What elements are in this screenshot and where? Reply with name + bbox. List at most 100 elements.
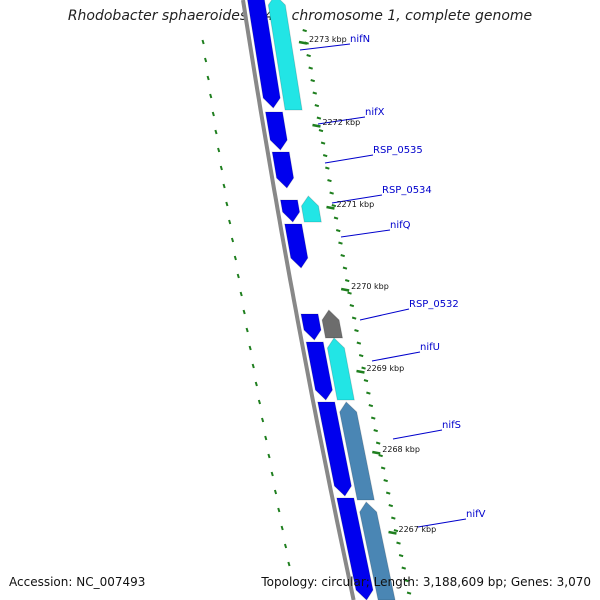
gene-arrow[interactable] <box>264 111 288 151</box>
minor-tick <box>340 254 345 258</box>
gene-labels: nifN nifX RSP_0535 RSP_0534 nifQ RSP_0532 nifU… <box>299 34 486 528</box>
gene-arrow[interactable] <box>359 501 396 600</box>
minor-tick <box>316 116 322 120</box>
gene-arrow[interactable] <box>300 313 322 341</box>
gene-label[interactable]: RSP_0535 <box>373 145 423 156</box>
minor-tick <box>406 591 412 595</box>
minor-tick <box>347 291 352 295</box>
major-tick <box>372 450 381 455</box>
minor-tick <box>306 54 311 58</box>
gene-arrow[interactable] <box>305 341 333 401</box>
gene-arrow[interactable] <box>317 401 352 497</box>
minor-tick <box>388 504 394 508</box>
minor-tick <box>344 279 350 283</box>
minor-tick <box>335 229 341 233</box>
minor-tick <box>310 79 316 83</box>
guide-dot <box>251 363 255 369</box>
guide-dot <box>201 39 205 45</box>
gene-label[interactable]: nifS <box>442 420 461 431</box>
gene-arrow[interactable] <box>339 401 375 501</box>
guide-dot <box>225 201 229 207</box>
minor-tick <box>366 391 371 395</box>
gene-arrow[interactable] <box>336 497 374 600</box>
minor-tick <box>401 566 407 570</box>
guide-dot <box>242 309 246 315</box>
minor-tick <box>375 441 381 445</box>
guide-dot <box>230 237 235 243</box>
gene-arrow[interactable] <box>300 195 322 223</box>
minor-tick <box>370 416 376 420</box>
gene-arrow[interactable] <box>271 151 295 189</box>
gene-arrow[interactable] <box>284 223 309 269</box>
minor-tick <box>318 129 324 133</box>
gene-leader-line <box>299 43 351 51</box>
minor-tick <box>380 466 386 470</box>
major-tick <box>356 369 365 374</box>
gene-label[interactable]: RSP_0534 <box>382 185 432 196</box>
minor-tick <box>358 354 364 358</box>
guide-dot <box>248 345 252 351</box>
gene-arrow[interactable] <box>267 0 303 111</box>
tick-label: 2267 kbp <box>399 525 437 534</box>
guide-dot <box>254 381 258 387</box>
minor-tick <box>383 479 388 483</box>
minor-tick <box>361 366 366 370</box>
minor-tick <box>385 491 391 495</box>
guide-dot <box>264 435 268 441</box>
guide-dot <box>236 273 240 279</box>
guide-dot <box>267 453 271 459</box>
major-tick <box>388 530 397 535</box>
guide-dot <box>204 57 208 63</box>
gene-arrow[interactable] <box>321 309 344 339</box>
guide-dot <box>222 183 226 189</box>
guide-dot <box>277 507 281 513</box>
minor-tick <box>322 154 328 158</box>
minor-tick <box>398 554 404 558</box>
minor-tick <box>368 404 374 408</box>
guide-dot <box>239 291 243 297</box>
major-tick <box>326 205 335 210</box>
minor-tick <box>329 191 334 195</box>
gene-label[interactable]: RSP_0532 <box>409 299 459 310</box>
gene-label[interactable]: nifN <box>350 34 370 45</box>
guide-dot <box>261 417 265 423</box>
map-title: Rhodobacter sphaeroides 2.4.1 chromosome… <box>67 8 533 24</box>
guide-dot <box>217 147 221 153</box>
guide-dot <box>228 219 232 225</box>
minor-tick <box>338 241 343 245</box>
minor-tick <box>356 341 362 345</box>
gene-arrow[interactable] <box>326 337 355 401</box>
tick-label: 2272 kbp <box>322 118 360 127</box>
guide-dot <box>206 75 210 81</box>
gene-label[interactable]: nifQ <box>390 220 411 231</box>
tick-label: 2271 kbp <box>336 200 374 209</box>
gene-label[interactable]: nifV <box>466 509 486 520</box>
major-tick <box>312 123 321 128</box>
gene-label[interactable]: nifX <box>365 107 385 118</box>
minor-tick <box>327 179 332 183</box>
minor-tick <box>396 541 401 545</box>
gene-leader-line <box>324 154 374 164</box>
gene-arrow[interactable] <box>279 199 301 223</box>
minor-tick <box>308 66 313 70</box>
gene-leader-line <box>392 429 443 440</box>
minor-tick <box>393 529 399 533</box>
gene-leader-line <box>331 194 383 204</box>
minor-tick <box>331 204 337 208</box>
guide-dot <box>273 489 278 495</box>
minor-tick <box>373 429 378 433</box>
gene-leader-line <box>340 229 391 238</box>
gene-label[interactable]: nifU <box>420 342 440 353</box>
tick-label: 2268 kbp <box>382 445 420 454</box>
gene-leader-line <box>417 518 467 528</box>
guide-dot <box>270 471 274 477</box>
backbone-line <box>241 0 356 600</box>
gene-arrow[interactable] <box>246 0 281 109</box>
minor-tick <box>391 516 396 520</box>
dotted-guide <box>201 39 291 567</box>
major-tick <box>298 40 308 45</box>
guide-dot <box>209 93 213 99</box>
minor-tick <box>404 579 409 583</box>
gene-features <box>246 0 396 600</box>
